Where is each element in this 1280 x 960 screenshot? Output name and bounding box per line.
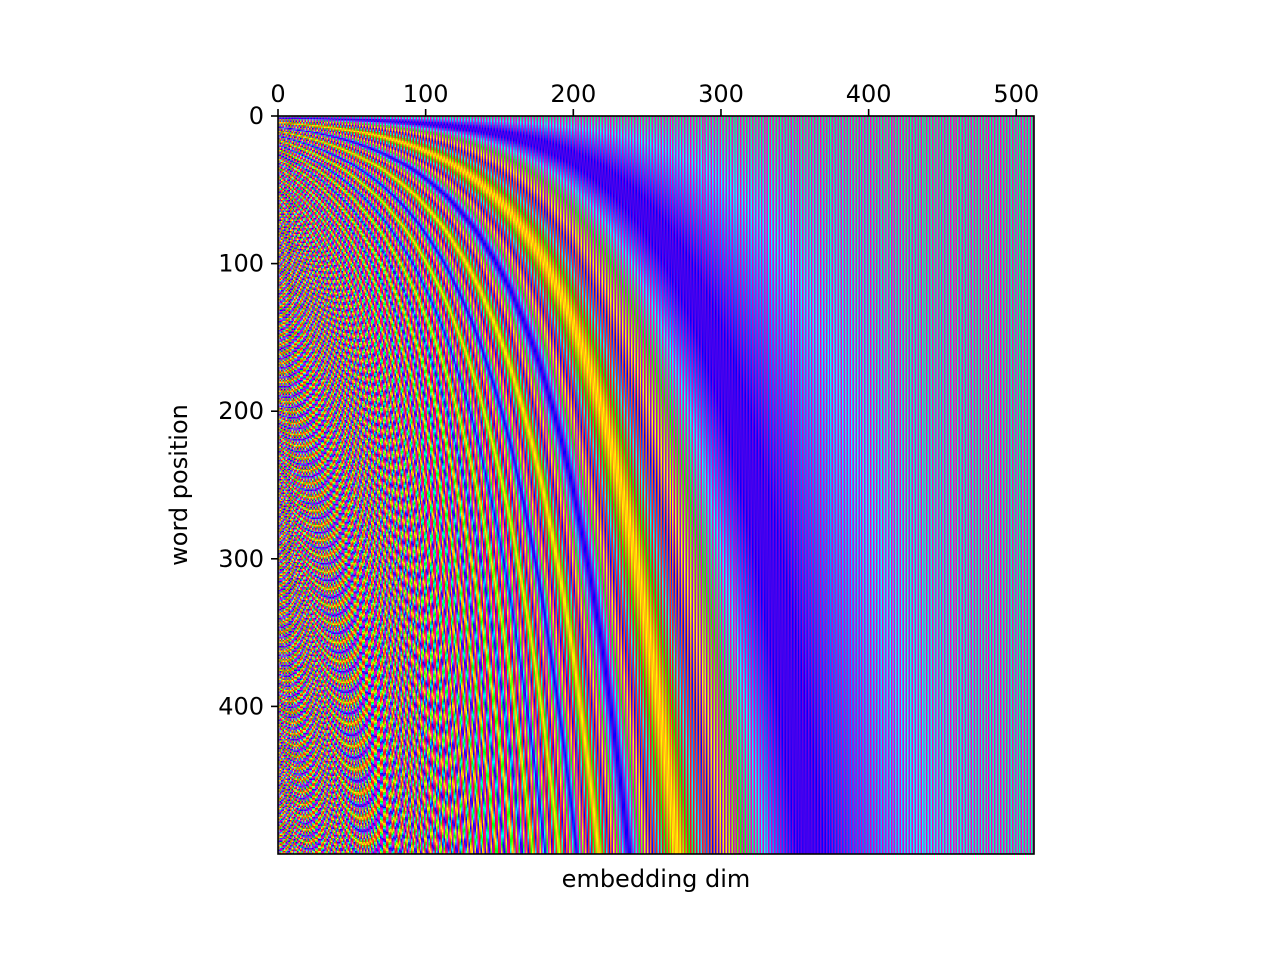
y-tick-label: 100 (218, 250, 264, 278)
plot-frame (277, 115, 1035, 855)
x-tick-label: 0 (270, 80, 285, 108)
positional-encoding-heatmap (278, 116, 1034, 854)
y-axis-ticks: 0 100 200 300 400 (218, 102, 278, 720)
x-axis-label: embedding dim (562, 865, 751, 893)
x-tick-label: 300 (698, 80, 744, 108)
x-tick-label: 400 (846, 80, 892, 108)
x-axis-ticks: 0 100 200 300 400 500 (270, 80, 1039, 116)
y-tick-label: 400 (218, 692, 264, 720)
y-tick-label: 300 (218, 545, 264, 573)
y-axis-label: word position (165, 404, 193, 566)
x-tick-label: 200 (550, 80, 596, 108)
y-tick-label: 200 (218, 397, 264, 425)
x-tick-label: 100 (403, 80, 449, 108)
y-tick-label: 0 (249, 102, 264, 130)
x-tick-label: 500 (993, 80, 1039, 108)
